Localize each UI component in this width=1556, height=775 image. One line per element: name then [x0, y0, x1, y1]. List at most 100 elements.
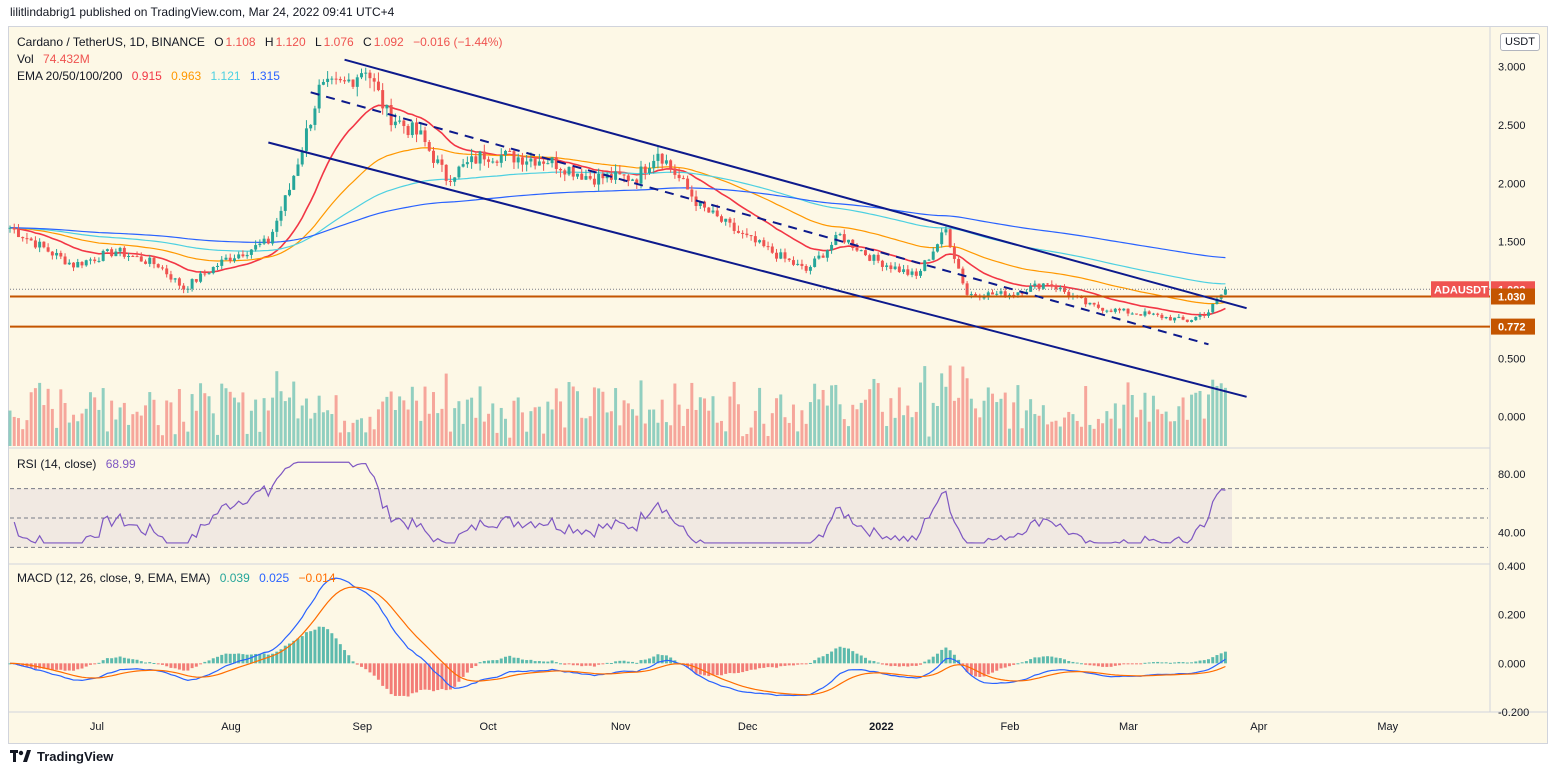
macd-histogram-bar — [216, 656, 219, 664]
candle-body — [1223, 289, 1227, 295]
ema100-line — [9, 171, 1226, 285]
price-tick-label: 2.500 — [1498, 120, 1526, 132]
low-label: L — [314, 35, 322, 49]
candle-body — [1194, 316, 1198, 321]
candle-body — [880, 260, 884, 267]
volume-bar — [935, 406, 939, 446]
volume-bar — [508, 437, 512, 446]
volume-bar — [639, 380, 643, 446]
candle-body — [1046, 283, 1050, 285]
macd-histogram-bar — [372, 663, 376, 676]
macd-histogram-bar — [1113, 663, 1117, 666]
macd-histogram-bar — [537, 661, 541, 664]
macd-histogram-bar — [97, 662, 101, 664]
macd-histogram-bar — [817, 657, 821, 664]
candle-body — [292, 175, 296, 190]
volume-bar — [326, 410, 330, 446]
price-tick-label: 3.000 — [1498, 62, 1526, 74]
macd-histogram-bar — [520, 659, 524, 664]
price-tick-label: 0.500 — [1498, 353, 1526, 365]
macd-histogram-bar — [791, 663, 795, 666]
candle-body — [677, 174, 681, 179]
macd-histogram-bar — [67, 663, 71, 671]
volume-bar — [762, 423, 766, 446]
candle-body — [76, 262, 80, 268]
candle-body — [817, 255, 821, 259]
macd-histogram-bar — [876, 662, 880, 664]
candle-body — [29, 238, 33, 241]
volume-bar — [576, 391, 579, 446]
volume-bar — [249, 410, 253, 446]
candle-body — [969, 294, 973, 296]
candle-body — [300, 150, 304, 165]
volume-bar — [461, 423, 465, 446]
volume-bar — [1185, 419, 1189, 446]
candle-body — [131, 255, 135, 257]
volume-bar — [393, 409, 397, 446]
volume-bar — [605, 412, 609, 446]
volume-bar — [1147, 421, 1151, 446]
volume-bar — [224, 388, 228, 446]
macd-histogram-bar — [1156, 661, 1160, 664]
volume-bar — [410, 386, 414, 446]
volume-bar — [770, 413, 774, 446]
candle-body — [304, 128, 308, 151]
candle-body — [669, 160, 673, 169]
price-axis-tag-label: 0.772 — [1498, 322, 1526, 334]
volume-bar — [863, 399, 867, 446]
macd-histogram-bar — [707, 663, 711, 677]
candle-body — [525, 161, 529, 165]
volume-bar — [694, 409, 698, 446]
volume-bar — [961, 366, 965, 446]
currency-button[interactable]: USDT — [1500, 33, 1540, 51]
macd-hist-value: 0.039 — [219, 571, 250, 585]
candle-body — [118, 247, 122, 252]
trend-channel-line — [268, 141, 1247, 398]
macd-histogram-bar — [190, 663, 194, 669]
candle-body — [470, 156, 474, 163]
macd-histogram-bar — [1067, 661, 1071, 664]
volume-bar — [1156, 409, 1160, 446]
main-legend: Cardano / TetherUS, 1D, BINANCE O 1.108 H… — [17, 35, 504, 49]
candle-body — [50, 251, 54, 256]
macd-tick-label: 0.400 — [1498, 561, 1526, 573]
macd-histogram-bar — [516, 657, 520, 664]
volume-bar — [1088, 424, 1092, 446]
candle-body — [8, 227, 12, 229]
volume-bar — [516, 397, 520, 446]
volume-bar — [266, 410, 270, 446]
candle-body — [279, 210, 283, 221]
volume-bar — [182, 421, 186, 446]
volume-bar — [50, 408, 54, 446]
macd-histogram-bar — [309, 631, 313, 664]
footer-brand: TradingView — [37, 749, 114, 764]
macd-histogram-bar — [93, 663, 97, 665]
macd-histogram-bar — [271, 653, 275, 664]
volume-bar — [647, 409, 651, 446]
candle-body — [355, 77, 359, 87]
macd-histogram-bar — [978, 663, 982, 677]
macd-histogram-bar — [919, 663, 922, 665]
candle-body — [508, 150, 512, 152]
macd-histogram-bar — [732, 663, 736, 674]
macd-histogram-bar — [1130, 663, 1134, 665]
macd-histogram-bar — [169, 663, 173, 668]
macd-histogram-bar — [592, 663, 596, 667]
macd-histogram-bar — [440, 663, 444, 690]
rsi-legend: RSI (14, close) 68.99 — [17, 457, 138, 471]
candle-body — [787, 258, 791, 261]
volume-bar — [448, 431, 452, 446]
macd-histogram-bar — [597, 663, 601, 665]
candle-body — [868, 255, 872, 261]
macd-histogram-bar — [393, 663, 397, 696]
volume-bar — [482, 421, 486, 446]
candle-body — [465, 162, 469, 165]
macd-histogram-bar — [766, 663, 770, 668]
candle-body — [249, 249, 253, 255]
macd-histogram-bar — [1118, 663, 1122, 666]
volume-bar — [796, 431, 800, 446]
volume-bar — [1223, 387, 1227, 446]
candle-body — [457, 166, 461, 178]
macd-histogram-bar — [546, 661, 550, 664]
macd-histogram-bar — [38, 663, 42, 669]
